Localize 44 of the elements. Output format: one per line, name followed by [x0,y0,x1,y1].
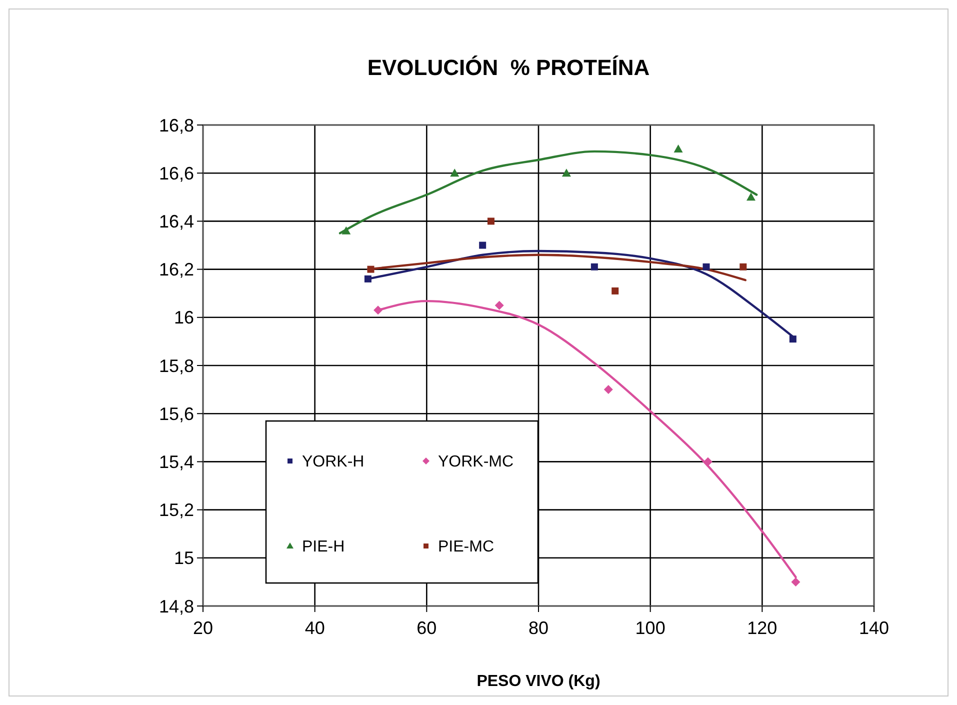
point [479,242,486,249]
point [450,168,460,177]
y-tick-label: 16,2 [158,260,194,280]
y-tick-label: 16,4 [158,212,194,232]
y-tick-label: 15,2 [158,500,194,520]
legend-label: PIE-MC [438,538,494,556]
point [791,577,800,586]
legend-label: PIE-H [302,538,345,556]
point [604,385,613,394]
x-tick-label: 60 [416,618,437,638]
y-tick-label: 16,8 [158,115,194,136]
point [562,168,571,177]
point [702,263,710,270]
line-series [338,150,758,234]
point [342,226,351,234]
chart-title: EVOLUCIÓN % PROTEÍNA [367,55,650,80]
point [740,263,747,270]
x-axis-title: PESO VIVO (Kg) [476,673,600,690]
point [674,144,683,153]
line-series [366,254,746,282]
y-tick-label: 15,8 [158,356,194,376]
point [612,287,619,294]
x-tick-label: 20 [192,618,214,638]
y-tick-label: 14,8 [158,596,194,616]
point [367,266,374,273]
y-tick-label: 16,6 [158,163,194,184]
y-tick-label: 15 [174,548,194,568]
legend-label: YORK-H [302,454,364,471]
x-tick-label: 100 [635,618,666,638]
point [487,218,494,225]
legend-label: YORK-MC [438,454,514,471]
point [590,263,598,270]
point [789,336,796,343]
x-tick-label: 120 [747,618,778,638]
x-tick-label: 140 [858,618,890,638]
point [494,300,504,310]
point [374,306,383,315]
y-tick-label: 15,4 [158,452,194,472]
y-tick-label: 16 [174,308,194,328]
y-tick-label: 15,6 [158,404,194,424]
point [746,192,756,201]
x-tick-label: 40 [304,618,325,638]
point [364,275,372,282]
x-tick-label: 80 [528,618,549,638]
